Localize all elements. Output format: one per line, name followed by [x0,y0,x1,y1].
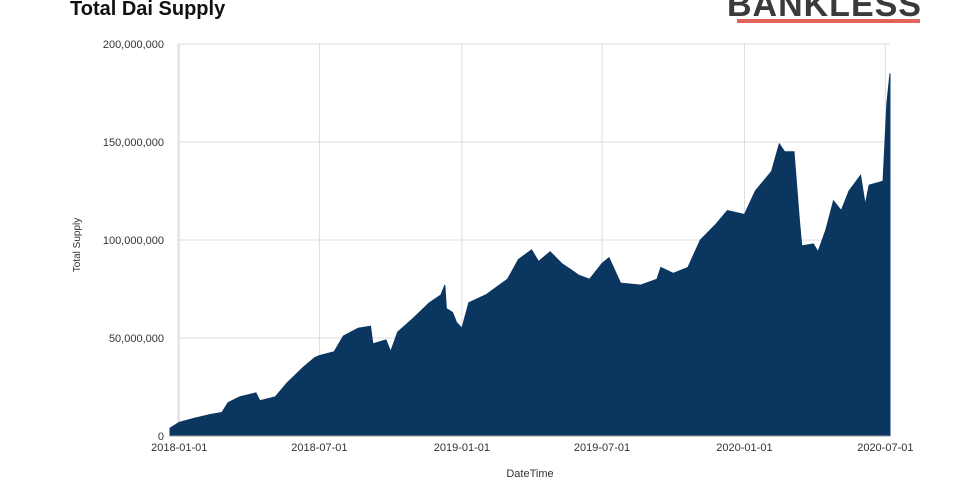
y-axis-label: Total Supply [72,218,83,272]
x-tick-label: 2018-07-01 [291,442,347,454]
y-tick-label: 50,000,000 [109,333,164,345]
x-tick-label: 2018-01-01 [151,442,207,454]
y-tick-label: 150,000,000 [103,137,164,149]
x-tick-label: 2020-07-01 [857,442,913,454]
y-tick-label: 200,000,000 [103,39,164,51]
x-axis-label: DateTime [506,468,553,480]
chart-title: Total Dai Supply [70,0,226,20]
x-tick-label: 2019-07-01 [574,442,630,454]
y-tick-label: 100,000,000 [103,235,164,247]
logo-underline [737,19,920,23]
area [169,73,891,437]
y-tick-label: 0 [158,431,164,443]
x-tick-label: 2019-01-01 [434,442,490,454]
x-tick-label: 2020-01-01 [716,442,772,454]
